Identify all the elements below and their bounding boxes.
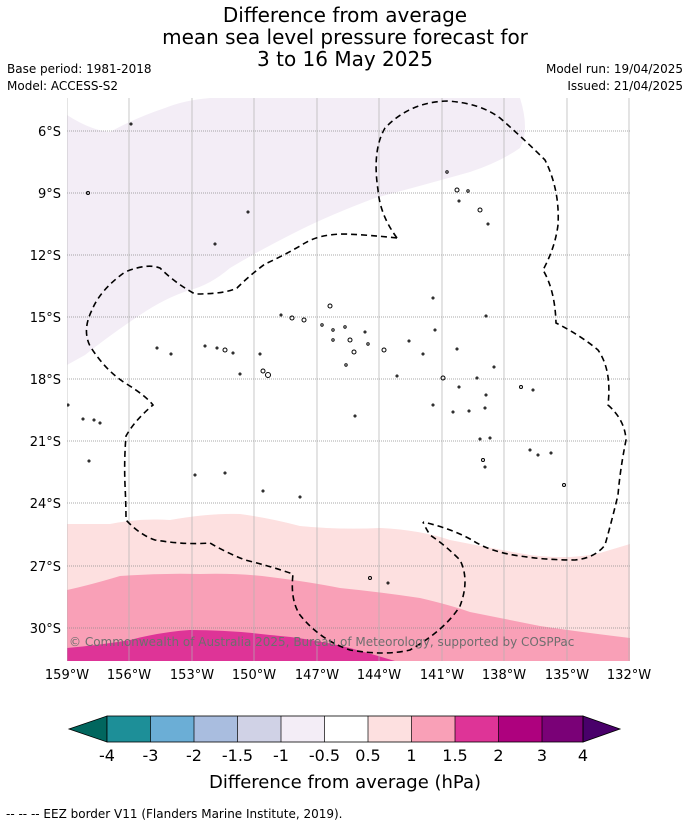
colorbar-tick: -0.5	[309, 746, 340, 765]
colorbar-segment	[455, 716, 499, 742]
colorbar-segment	[107, 716, 151, 742]
colorbar-tick: -4	[99, 746, 115, 765]
lon-label: 138°W	[482, 668, 526, 683]
lon-label: 147°W	[295, 668, 339, 683]
base-period: Base period: 1981-2018	[7, 62, 152, 76]
colorbar-segment	[150, 716, 194, 742]
magenta-region	[67, 630, 395, 661]
lat-label: 27°S	[30, 560, 61, 575]
light-purple-region	[67, 98, 525, 365]
model-run: Model run: 19/04/2025	[545, 62, 683, 76]
colorbar-tick: -1	[273, 746, 289, 765]
lon-label: 141°W	[420, 668, 464, 683]
colorbar-tick: 3	[537, 746, 547, 765]
model-name: Model: ACCESS-S2	[7, 79, 119, 93]
colorbar-tick: -3	[143, 746, 159, 765]
lat-label: 15°S	[30, 311, 61, 326]
colorbar-tick: 0.5	[355, 746, 380, 765]
colorbar-segment	[542, 716, 583, 742]
lon-label: 150°W	[232, 668, 276, 683]
issued-date: Issued: 21/04/2025	[567, 79, 683, 93]
eez-legend: -- -- -- EEZ border V11 (Flanders Marine…	[6, 807, 343, 821]
lon-label: 135°W	[545, 668, 589, 683]
lat-label: 21°S	[30, 435, 61, 450]
lat-label: 6°S	[38, 125, 61, 140]
title-line-2: mean sea level pressure forecast for	[162, 25, 528, 49]
colorbar-segment	[411, 716, 455, 742]
colorbar-tick: -1.5	[222, 746, 253, 765]
colorbar: -4 -3 -2 -1.5 -1 -0.5 0.5 1 1.5 2 3 4 Di…	[67, 715, 622, 793]
colorbar-ticks: -4 -3 -2 -1.5 -1 -0.5 0.5 1 1.5 2 3 4	[99, 746, 588, 765]
lon-labels: 159°W 156°W 153°W 150°W 147°W 144°W 141°…	[45, 668, 651, 683]
lat-label: 18°S	[30, 373, 61, 388]
colorbar-tick: 4	[578, 746, 588, 765]
eez-kiribati	[85, 233, 466, 654]
lat-label: 24°S	[30, 497, 61, 512]
colorbar-segment	[498, 716, 542, 742]
colorbar-segment	[281, 716, 325, 742]
islands	[67, 122, 566, 585]
lon-label: 156°W	[107, 668, 151, 683]
lon-label: 159°W	[45, 668, 89, 683]
colorbar-segment	[324, 716, 368, 742]
lat-label: 30°S	[30, 622, 61, 637]
lat-label: 12°S	[30, 249, 61, 264]
eez-borders	[85, 100, 627, 654]
colorbar-tick: 2	[493, 746, 503, 765]
lat-label: 9°S	[38, 187, 61, 202]
colorbar-low-arrow	[67, 715, 108, 743]
lon-label: 132°W	[607, 668, 651, 683]
colorbar-high-arrow	[582, 715, 622, 743]
colorbar-tick: -2	[186, 746, 202, 765]
colorbar-segment	[237, 716, 281, 742]
copyright-notice: © Commonwealth of Australia 2025, Bureau…	[69, 635, 574, 649]
colorbar-segment	[194, 716, 238, 742]
title-line-1: Difference from average	[222, 3, 468, 27]
colorbar-label: Difference from average (hPa)	[209, 772, 481, 793]
colorbar-segment	[368, 716, 412, 742]
title-line-3: 3 to 16 May 2025	[257, 47, 433, 71]
eez-french-polynesia	[375, 100, 627, 561]
colorbar-tick: 1.5	[442, 746, 467, 765]
lon-label: 153°W	[170, 668, 214, 683]
map-area: © Commonwealth of Australia 2025, Bureau…	[67, 98, 630, 661]
lon-label: 144°W	[357, 668, 401, 683]
colorbar-tick: 1	[406, 746, 416, 765]
lat-labels: 6°S 9°S 12°S 15°S 18°S 21°S 24°S 27°S 30…	[30, 125, 61, 637]
